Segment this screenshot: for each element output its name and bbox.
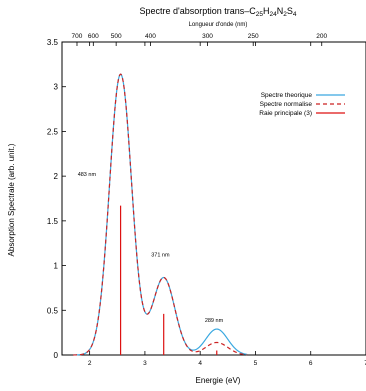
legend-label-raie: Raie principale (3) (259, 110, 312, 117)
y-tick-label: 3 (54, 83, 59, 92)
y-tick-label: 3.5 (47, 38, 59, 47)
legend-label-theorique: Spectre theorique (261, 92, 313, 99)
series-line-1 (73, 73, 248, 356)
y-tick-label: 2 (54, 172, 59, 181)
y-tick-label: 0.5 (47, 306, 59, 315)
x-tick-label: 4 (198, 360, 202, 367)
chart-legend: Spectre theorique Spectre normalise Raie… (230, 90, 355, 118)
top-axis-tick-label: 700 (72, 33, 83, 40)
x-tick-label: 5 (254, 360, 258, 367)
top-axis-tick-label: 400 (145, 33, 156, 40)
peak-annotation: 289 nm (205, 318, 224, 324)
y-tick-label: 0 (54, 351, 59, 360)
x-tick-label: 2 (88, 360, 92, 367)
y-tick-label: 1 (54, 262, 59, 271)
x-tick-label: 6 (309, 360, 313, 367)
top-axis-tick-label: 500 (111, 33, 122, 40)
peak-annotation: 483 nm (78, 172, 97, 178)
chart-title: Spectre d'absorption trans–C25H24N2S4 (139, 6, 296, 18)
peak-annotation: 371 nm (151, 253, 170, 259)
legend-label-normalise: Spectre normalise (260, 101, 313, 108)
y-tick-label: 1.5 (47, 217, 59, 226)
top-axis-tick-label: 300 (202, 33, 213, 40)
x-axis-label: Energie (eV) (196, 376, 241, 385)
y-tick-label: 2.5 (47, 127, 59, 136)
plot-frame (61, 41, 366, 356)
x-tick-label: 3 (143, 360, 147, 367)
top-axis-tick-label: 200 (316, 33, 327, 40)
top-axis-tick-label: 250 (248, 33, 259, 40)
top-axis-tick-label: 600 (88, 33, 99, 40)
x-tick-label: 7 (364, 360, 366, 367)
plot-area: 2 3 4 5 6 7 0 0.5 1 1.5 2 2.5 3 3.5 700 600 500 400 300 250… (47, 33, 366, 367)
top-axis-label: Longueur d'onde (nm) (189, 22, 248, 28)
y-axis-label: Absorption Spectrale (arb. unit.) (7, 143, 16, 256)
